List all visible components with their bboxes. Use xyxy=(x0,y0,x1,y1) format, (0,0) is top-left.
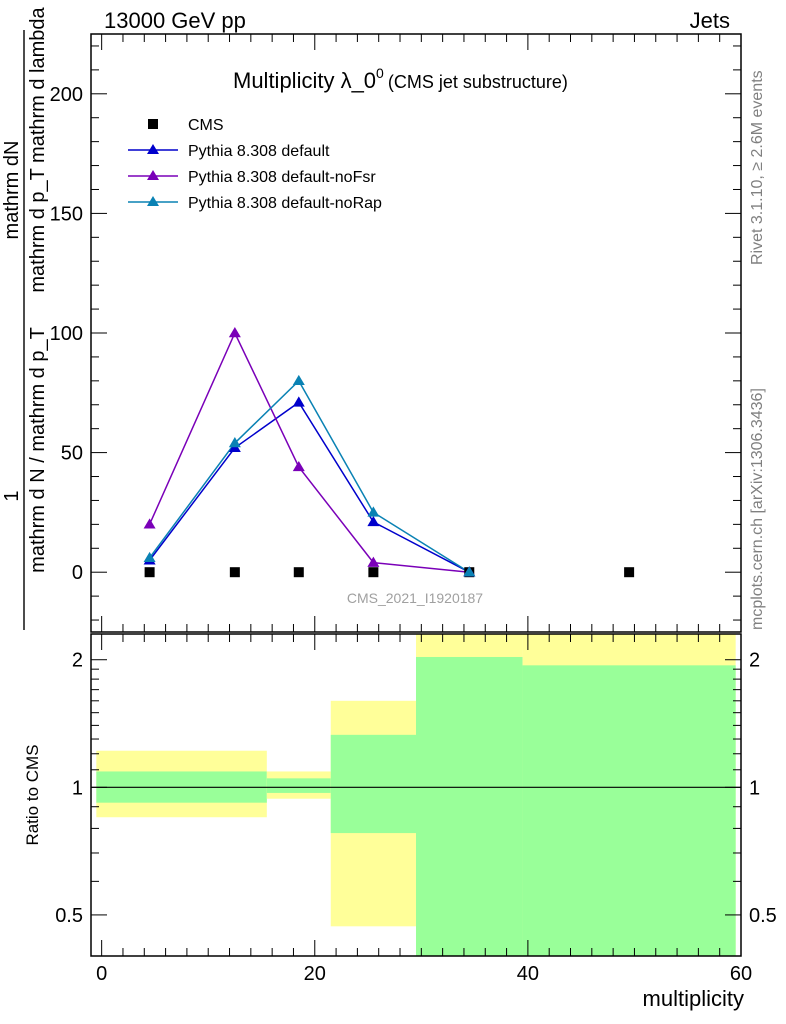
main-y-axis-label: 1 mathrm dN mathrm d N / mathrm d p_T ma… xyxy=(1,6,49,630)
main-y-tick-label: 200 xyxy=(50,84,83,106)
ratio-y-axis-label: Ratio to CMS xyxy=(23,744,42,845)
ratio-plot: 0.5 0.51 12 20 20 40 60 Ratio to CMS multiplic… xyxy=(23,633,777,1011)
ratio-x-tick-label: 60 xyxy=(730,963,752,985)
ratio-y-tick-label: 1 xyxy=(72,777,83,799)
ratio-y-tick-label-right: 1 xyxy=(749,777,760,799)
main-y-tick-label: 50 xyxy=(61,443,83,465)
legend-label: Pythia 8.308 default-noRap xyxy=(188,195,382,212)
ratio-inner-band xyxy=(522,665,736,956)
ratio-axis-ticks: 0.5 0.51 12 20 20 40 60 xyxy=(55,634,777,985)
ratio-inner-band xyxy=(330,734,416,834)
y-label-prefix-num: 1 xyxy=(1,490,23,501)
legend-marker-triangle xyxy=(147,196,159,206)
legend-label: CMS xyxy=(188,117,224,134)
cms-data-point xyxy=(144,567,155,578)
header-left: 13000 GeV pp xyxy=(104,8,246,33)
legend-label: Pythia 8.308 default-noFsr xyxy=(188,169,376,186)
y-label-prefix-den: mathrm d N / mathrm d p_T xyxy=(27,327,49,573)
series-point-3 xyxy=(228,437,241,448)
legend-marker-triangle xyxy=(147,170,159,180)
main-plot-content xyxy=(143,327,635,578)
series-line-1 xyxy=(149,401,470,573)
ratio-y-tick-label-right: 0.5 xyxy=(749,905,777,927)
mcplots-note: mcplots.cern.ch [arXiv:1306.3436] xyxy=(749,388,766,630)
series-line-3 xyxy=(149,379,470,573)
series-point-2 xyxy=(143,518,156,529)
main-title: Multiplicity λ_00 (CMS jet substructure) xyxy=(233,65,568,93)
cms-data-point xyxy=(229,567,240,578)
ratio-bands xyxy=(91,634,741,956)
series-point-2 xyxy=(228,327,241,338)
main-axis-ticks: 0 50 100 150 200 xyxy=(50,34,742,632)
main-y-tick-label: 100 xyxy=(50,323,83,345)
ratio-x-tick-label: 20 xyxy=(304,963,326,985)
legend: CMS Pythia 8.308 default Pythia 8.308 defa… xyxy=(128,117,382,212)
ratio-inner-band xyxy=(266,778,331,793)
header-right: Jets xyxy=(690,8,730,33)
series-line-2 xyxy=(148,331,470,573)
series-point-3 xyxy=(143,551,156,563)
main-y-tick-label: 0 xyxy=(72,562,83,584)
main-title-superscript: 0 xyxy=(376,65,384,81)
ratio-x-tick-label: 0 xyxy=(96,963,107,985)
ratio-y-tick-label: 2 xyxy=(72,650,83,672)
series-point-3 xyxy=(292,374,305,386)
main-title-subtitle: (CMS jet substructure) xyxy=(388,72,568,92)
series-point-1 xyxy=(367,515,380,527)
series-point-2 xyxy=(367,556,380,567)
legend-marker-cms xyxy=(148,119,158,129)
legend-label: Pythia 8.308 default xyxy=(188,143,330,160)
series-point-3 xyxy=(463,566,476,577)
series-point-2 xyxy=(292,460,305,472)
legend-marker-triangle xyxy=(147,144,159,154)
x-axis-label: multiplicity xyxy=(643,986,744,1011)
series-point-3 xyxy=(367,506,380,517)
rivet-note: Rivet 3.1.10, ≥ 2.6M events xyxy=(749,70,766,265)
y-label-denominator: mathrm d p_T mathrm d lambda xyxy=(27,6,49,292)
ratio-x-tick-label: 40 xyxy=(517,963,539,985)
main-y-tick-label: 150 xyxy=(50,203,83,225)
analysis-watermark: CMS_2021_I1920187 xyxy=(347,590,483,606)
cms-data-point xyxy=(624,567,635,578)
cms-data-point xyxy=(368,567,379,578)
ratio-plot-frame xyxy=(90,633,742,957)
main-title-text: Multiplicity λ_0 xyxy=(233,68,376,93)
cms-data-point xyxy=(293,567,304,578)
series-point-1 xyxy=(292,396,305,407)
ratio-inner-band xyxy=(416,656,523,956)
y-label-numerator: mathrm dN xyxy=(1,141,23,240)
ratio-y-tick-label-right: 2 xyxy=(749,650,760,672)
ratio-y-tick-label: 0.5 xyxy=(55,905,83,927)
